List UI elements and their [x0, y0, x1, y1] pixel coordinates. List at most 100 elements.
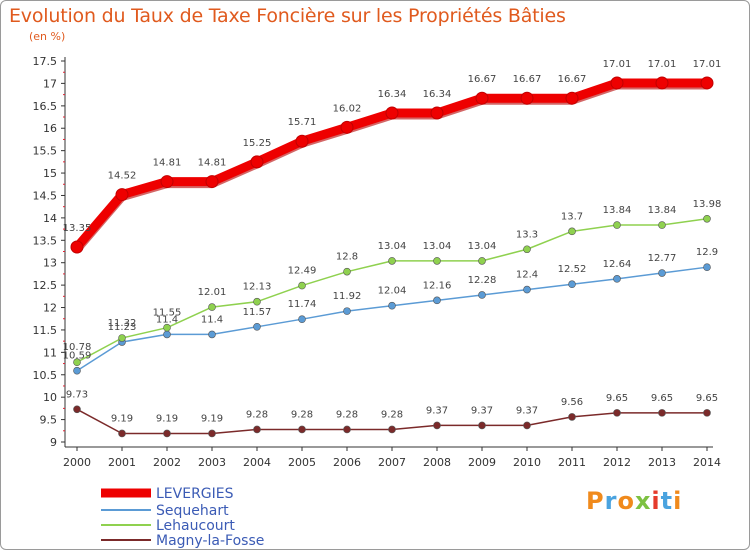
x-tick-label: 2007: [378, 456, 406, 469]
data-point: [388, 301, 396, 310]
data-label: 9.28: [336, 409, 358, 420]
data-label: 9.28: [246, 409, 268, 420]
x-tick-label: 2009: [468, 456, 496, 469]
data-label: 9.19: [111, 413, 133, 424]
data-point: [298, 281, 306, 290]
x-tick-label: 2008: [423, 456, 451, 469]
legend-item-lehaucourt: Lehaucourt: [101, 518, 235, 534]
series-magny-la-fosse: [73, 405, 711, 438]
data-point: [205, 175, 219, 189]
data-point: [208, 330, 216, 339]
logo-letter: o: [617, 487, 635, 515]
data-point: [433, 421, 441, 430]
data-label: 9.73: [66, 389, 88, 400]
x-tick-label: 2011: [558, 456, 586, 469]
data-point: [433, 296, 441, 305]
data-point: [475, 91, 489, 105]
y-tick-label: 12: [43, 302, 57, 315]
data-point: [613, 275, 621, 283]
data-point: [658, 221, 666, 229]
data-point: [613, 409, 621, 417]
data-label: 17.01: [693, 59, 722, 70]
data-point: [208, 303, 216, 311]
data-point: [568, 280, 576, 289]
y-tick-label: 13.5: [33, 234, 58, 247]
data-point: [343, 307, 351, 315]
y-tick-label: 11: [43, 346, 57, 359]
data-point: [73, 358, 81, 367]
data-label: 12.64: [603, 259, 632, 270]
data-label: 9.37: [516, 405, 538, 416]
data-point: [703, 409, 711, 417]
y-tick-label: 16.5: [33, 100, 58, 113]
data-label: 16.67: [513, 74, 542, 85]
data-label: 13.84: [603, 205, 632, 216]
chart-subtitle: (en %): [29, 30, 66, 43]
series-lehaucourt: [73, 214, 711, 367]
y-tick-label: 15: [43, 167, 57, 180]
data-label: 13.84: [648, 205, 677, 216]
data-point: [520, 91, 534, 105]
x-tick-label: 2001: [108, 456, 136, 469]
data-label: 11.4: [201, 314, 223, 325]
data-label: 12.28: [468, 275, 497, 286]
data-point: [478, 421, 486, 430]
data-point: [658, 269, 666, 277]
data-label: 13.04: [378, 241, 407, 252]
data-point: [295, 134, 309, 148]
y-tick-label: 14.5: [33, 189, 58, 202]
logo-letter: t: [660, 487, 674, 515]
data-label: 9.56: [561, 397, 583, 408]
data-label: 12.9: [696, 247, 718, 258]
data-label: 12.04: [378, 286, 407, 297]
data-point: [163, 323, 171, 332]
x-tick-label: 2002: [153, 456, 181, 469]
data-label: 12.01: [198, 287, 227, 298]
data-point: [703, 214, 711, 223]
legend-label: Sequehart: [156, 503, 229, 519]
data-point: [703, 263, 711, 271]
data-label: 13.04: [468, 241, 497, 252]
data-label: 16.34: [378, 89, 407, 100]
data-label: 16.67: [558, 74, 587, 85]
data-point: [340, 120, 354, 134]
data-label: 9.19: [201, 413, 223, 424]
data-label: 12.8: [336, 252, 358, 263]
data-label: 14.81: [153, 158, 182, 169]
data-label: 12.13: [243, 282, 272, 293]
data-label: 12.77: [648, 253, 677, 264]
x-tick-label: 2010: [513, 456, 541, 469]
data-point: [163, 330, 171, 339]
series-levergies: [70, 76, 714, 254]
proxiti-logo: Proxiti: [586, 487, 682, 515]
data-label: 11.32: [108, 318, 137, 329]
data-point: [298, 315, 306, 323]
data-point: [658, 409, 666, 417]
legend-label: Lehaucourt: [156, 518, 235, 534]
data-point: [655, 76, 669, 90]
data-point: [343, 425, 351, 434]
data-point: [388, 257, 396, 265]
data-label: 16.67: [468, 74, 497, 85]
data-point: [568, 413, 576, 421]
data-point: [523, 285, 531, 294]
data-point: [700, 76, 714, 90]
data-point: [250, 155, 264, 169]
data-label: 15.71: [288, 117, 317, 128]
data-point: [208, 429, 216, 438]
data-label: 11.74: [288, 299, 317, 310]
data-point: [610, 76, 624, 90]
data-point: [115, 188, 129, 202]
data-label: 9.37: [471, 405, 493, 416]
data-point: [613, 221, 621, 229]
data-label: 11.57: [243, 307, 272, 318]
data-label: 9.28: [381, 409, 403, 420]
data-point: [478, 291, 486, 299]
data-point: [253, 323, 261, 331]
y-tick-label: 9.5: [40, 414, 58, 427]
data-label: 9.65: [606, 393, 628, 404]
data-point: [385, 106, 399, 120]
y-tick-label: 12.5: [33, 279, 58, 292]
data-point: [433, 257, 441, 265]
data-label: 16.34: [423, 89, 452, 100]
